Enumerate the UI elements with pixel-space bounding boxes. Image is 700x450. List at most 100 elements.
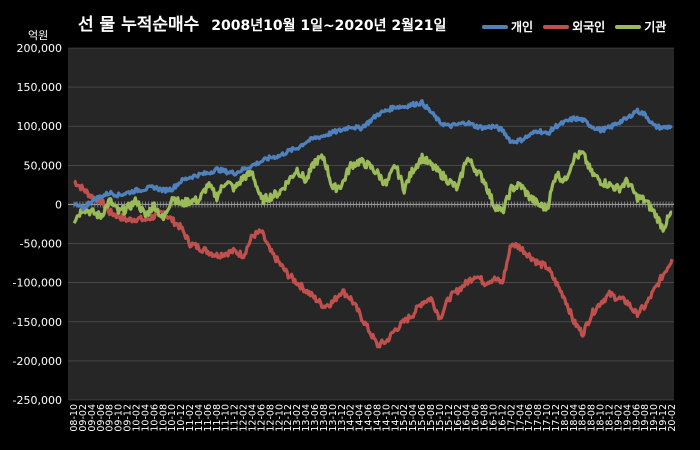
legend-swatch-foreign	[543, 24, 570, 29]
x-tick-label: 16-04	[462, 404, 473, 432]
x-tick-label: 09-06	[96, 404, 107, 432]
x-tick-label: 14-08	[372, 404, 383, 432]
x-tick-label: 20-02	[667, 404, 678, 432]
x-tick-label: 12-08	[265, 404, 276, 432]
legend-item-foreign: 외국인	[543, 18, 605, 35]
y-tick-label: 200,000	[17, 42, 63, 55]
x-tick-label: 16-10	[488, 404, 499, 432]
x-tick-label: 19-06	[631, 404, 642, 432]
y-axis-ticks: 200,000 150,000 100,000 50,000 0 -50,000 -100,…	[13, 42, 62, 407]
x-tick-label: 13-12	[337, 404, 348, 432]
x-tick-label: 12-10	[274, 404, 285, 432]
x-tick-label: 18-02	[560, 404, 571, 432]
x-tick-label: 19-10	[649, 404, 660, 432]
x-tick-label: 15-12	[444, 404, 455, 432]
x-tick-label: 14-02	[346, 404, 357, 432]
x-tick-label: 17-10	[542, 404, 553, 432]
legend-label-institution: 기관	[644, 20, 667, 34]
x-tick-label: 11-10	[221, 404, 232, 432]
x-axis-ticks: 08-1009-0209-0409-0609-0809-1009-1210-02…	[69, 201, 678, 432]
x-tick-label: 16-02	[453, 404, 464, 432]
x-tick-label: 15-02	[399, 404, 410, 432]
x-tick-label: 09-04	[87, 404, 98, 432]
x-tick-label: 11-04	[194, 404, 205, 432]
x-tick-label: 11-02	[185, 404, 196, 432]
x-tick-label: 13-06	[310, 404, 321, 432]
legend-swatch-individual	[482, 24, 508, 29]
x-tick-label: 18-04	[569, 404, 580, 432]
x-tick-label: 13-08	[319, 404, 330, 432]
legend-item-institution: 기관	[615, 18, 666, 35]
series-line-individual	[73, 99, 673, 212]
y-tick-label: -50,000	[20, 238, 62, 251]
x-tick-label: 14-06	[364, 404, 375, 432]
x-tick-label: 10-06	[149, 404, 160, 432]
y-axis-unit-label: 억원	[28, 29, 49, 42]
x-tick-label: 19-12	[658, 404, 669, 432]
x-tick-label: 08-10	[69, 404, 80, 432]
legend-swatch-institution	[615, 24, 642, 29]
x-tick-label: 15-10	[435, 404, 446, 432]
x-tick-label: 19-04	[622, 404, 633, 432]
x-tick-label: 15-08	[426, 404, 437, 432]
y-tick-label: -150,000	[13, 316, 62, 329]
y-tick-label: 0	[55, 198, 62, 211]
x-tick-label: 17-04	[515, 404, 526, 432]
x-tick-label: 18-10	[596, 404, 607, 432]
x-tick-label: 13-02	[292, 404, 303, 432]
x-tick-label: 17-12	[551, 404, 562, 432]
x-tick-label: 11-06	[203, 404, 214, 432]
x-tick-label: 16-08	[480, 404, 491, 432]
y-tick-label: 100,000	[17, 120, 63, 133]
x-tick-label: 17-06	[524, 404, 535, 432]
x-tick-label: 09-10	[114, 404, 125, 432]
x-tick-label: 09-02	[78, 404, 89, 432]
x-tick-label: 12-12	[283, 404, 294, 432]
x-tick-label: 16-06	[471, 404, 482, 432]
x-tick-label: 17-02	[506, 404, 517, 432]
x-tick-label: 18-06	[578, 404, 589, 432]
chart-title-period: 2008년10월 1일~2020년 2월21일	[211, 18, 447, 34]
x-tick-label: 10-10	[167, 404, 178, 432]
x-tick-label: 18-12	[605, 404, 616, 432]
y-tick-label: 50,000	[24, 159, 63, 172]
series-line-foreign	[73, 179, 674, 349]
x-tick-label: 10-04	[140, 404, 151, 432]
x-tick-label: 18-08	[587, 404, 598, 432]
x-tick-label: 14-12	[390, 404, 401, 432]
x-tick-label: 14-10	[381, 404, 392, 432]
x-tick-label: 10-02	[131, 404, 142, 432]
x-tick-label: 17-08	[533, 404, 544, 432]
x-tick-label: 15-04	[408, 404, 419, 432]
x-tick-label: 15-06	[417, 404, 428, 432]
x-tick-label: 11-08	[212, 404, 223, 432]
legend: 개인 외국인 기관	[482, 18, 666, 35]
legend-item-individual: 개인	[482, 18, 533, 35]
series-lines	[72, 99, 674, 349]
x-tick-label: 19-02	[613, 404, 624, 432]
y-tick-label: -100,000	[13, 277, 62, 290]
x-tick-label: 13-04	[301, 404, 312, 432]
x-tick-label: 13-10	[328, 404, 339, 432]
x-tick-label: 10-08	[158, 404, 169, 432]
legend-label-individual: 개인	[511, 20, 534, 34]
x-tick-label: 12-02	[239, 404, 250, 432]
x-tick-label: 10-12	[176, 404, 187, 432]
x-tick-label: 09-12	[123, 404, 134, 432]
x-tick-label: 12-06	[256, 404, 267, 432]
x-tick-label: 11-12	[230, 404, 241, 432]
x-tick-label: 14-04	[355, 404, 366, 432]
plot-area	[68, 48, 674, 400]
y-tick-label: -200,000	[13, 355, 62, 368]
chart-title: 선 물 누적순매수 2008년10월 1일~2020년 2월21일	[78, 10, 446, 35]
x-tick-label: 19-08	[640, 404, 651, 432]
x-tick-label: 09-08	[105, 404, 116, 432]
chart-title-main: 선 물 누적순매수	[78, 15, 200, 35]
y-tick-label: 150,000	[17, 81, 63, 94]
y-tick-label: -250,000	[13, 394, 62, 407]
legend-label-foreign: 외국인	[572, 20, 606, 34]
x-tick-label: 12-04	[248, 404, 259, 432]
series-line-institution	[72, 149, 673, 233]
x-tick-label: 16-12	[497, 404, 508, 432]
